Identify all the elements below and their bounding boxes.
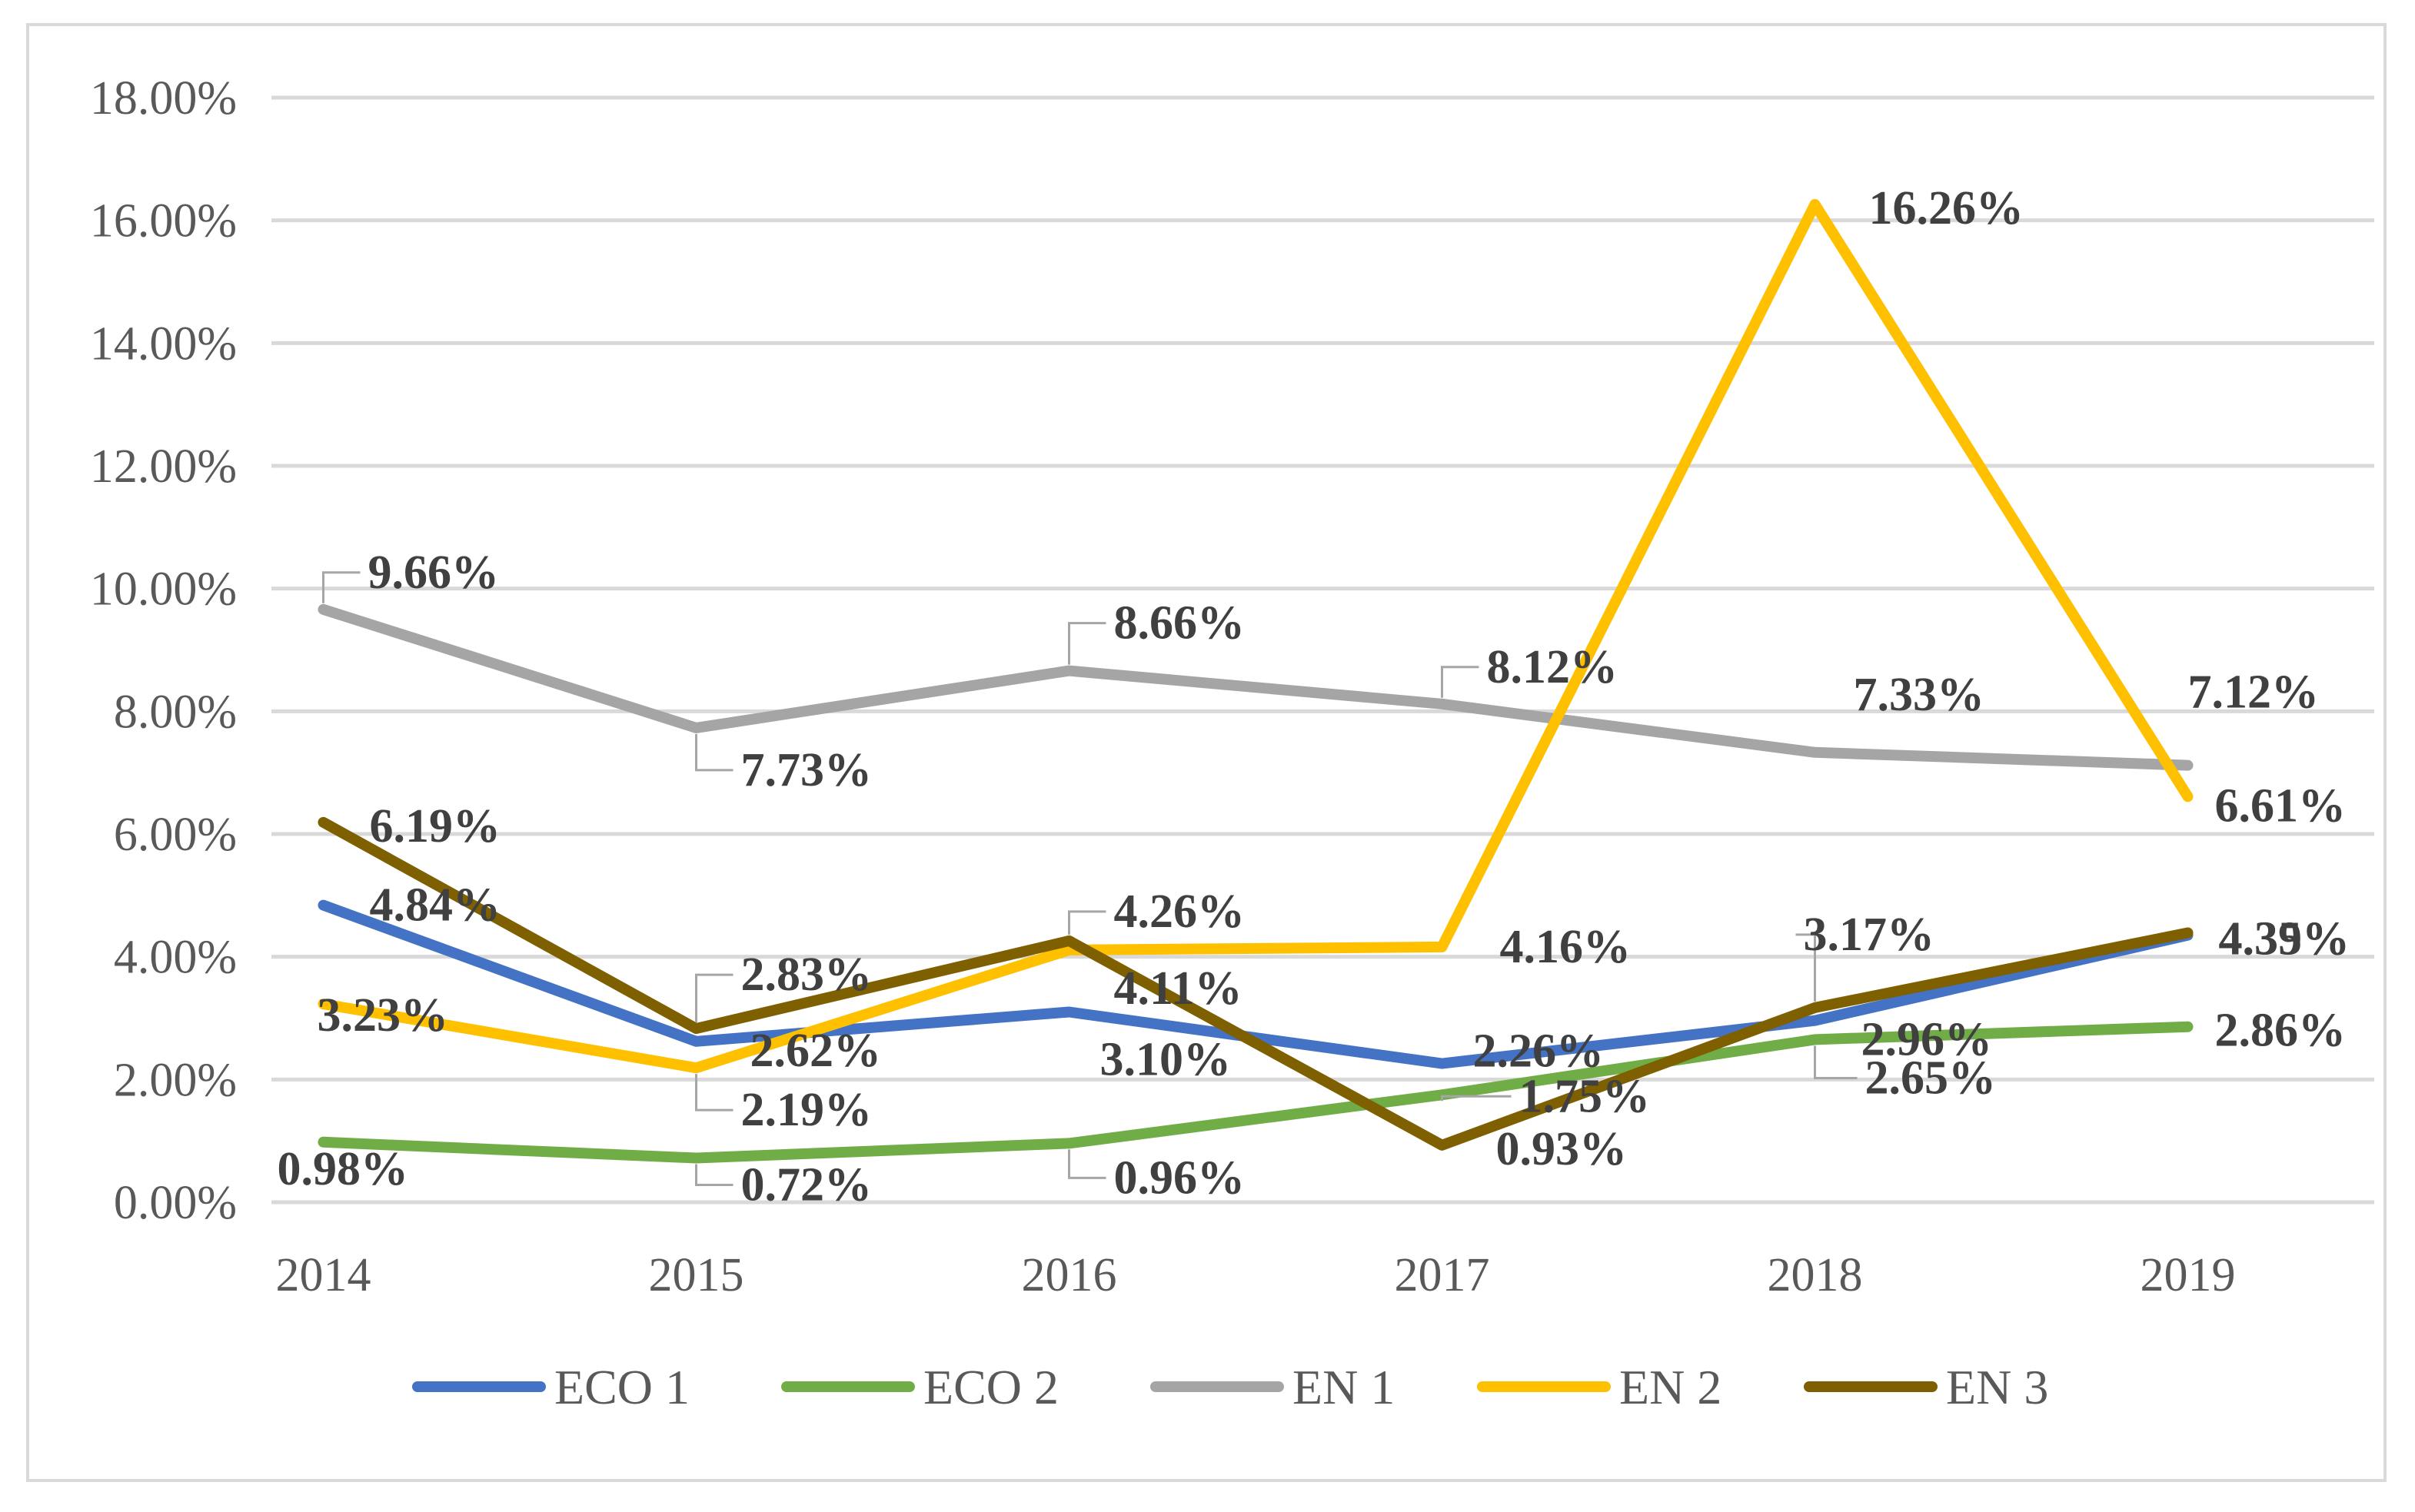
data-label: 2.19%	[741, 1084, 873, 1136]
y-tick-label: 12.00%	[90, 440, 237, 493]
data-label: 7.12%	[2188, 666, 2320, 719]
x-tick-label: 2015	[649, 1249, 744, 1301]
legend-label: ECO 1	[554, 1360, 690, 1414]
x-tick-label: 2016	[1022, 1249, 1117, 1301]
data-label: 0.93%	[1496, 1123, 1628, 1175]
data-label: 4.11%	[1114, 962, 1242, 1015]
data-label: 3.23%	[318, 989, 449, 1042]
data-label: 4.39%	[2219, 913, 2350, 965]
data-label: 1.75%	[1519, 1070, 1651, 1122]
label-leader-lines	[322, 571, 1858, 1187]
y-tick-label: 10.00%	[90, 563, 237, 616]
data-label: 2.96%	[1861, 1014, 1993, 1066]
series-line-eco-2	[318, 1021, 2194, 1164]
data-label: 9.66%	[368, 547, 500, 599]
data-label-leader	[695, 1074, 733, 1112]
x-tick-label: 2019	[2141, 1249, 2236, 1301]
data-label-leader	[1814, 1045, 1858, 1079]
data-label: 6.61%	[2215, 779, 2347, 832]
data-label: 2.26%	[1473, 1025, 1605, 1078]
series-lines	[318, 198, 2194, 1164]
data-label-leader	[1795, 933, 1816, 1002]
line-chart: 0.00% 2.00% 4.00% 6.00% 8.00% 10.00% 12.00% 14.…	[90, 72, 2374, 1414]
x-tick-label: 2018	[1768, 1249, 1863, 1301]
data-label-leader	[1068, 910, 1106, 935]
x-axis-ticks: 2014 2015 2016 2017 2018 2019	[276, 1249, 2236, 1301]
legend-label: ECO 2	[923, 1360, 1059, 1414]
data-label: 4.16%	[1500, 921, 1632, 973]
data-label-leader	[322, 571, 361, 603]
y-tick-label: 14.00%	[90, 317, 237, 370]
legend: ECO 1 ECO 2 EN 1 EN 2 EN 3	[412, 1360, 2048, 1414]
data-label: 2.86%	[2215, 1005, 2347, 1057]
data-label: 0.96%	[1114, 1151, 1246, 1204]
y-tick-label: 6.00%	[114, 809, 237, 861]
data-label: 4.26%	[1114, 886, 1246, 938]
data-label-leader	[1068, 622, 1106, 665]
y-tick-label: 18.00%	[90, 72, 237, 125]
data-label: 16.26%	[1869, 182, 2024, 234]
data-label-leader	[1068, 1149, 1106, 1179]
data-label: 3.10%	[1100, 1034, 1232, 1086]
data-label-leader	[1441, 666, 1479, 698]
data-label: 8.12%	[1487, 641, 1618, 693]
data-label: 4.35%	[2219, 913, 2350, 965]
y-tick-label: 0.00%	[114, 1177, 237, 1229]
series-line-en-2	[318, 198, 2194, 1074]
data-label-leader	[695, 973, 733, 1023]
x-tick-label: 2014	[276, 1249, 371, 1301]
data-label: 3.17%	[1804, 909, 1935, 961]
data-label: 0.72%	[741, 1159, 873, 1211]
data-label: 6.19%	[370, 800, 501, 852]
y-tick-label: 16.00%	[90, 195, 237, 248]
data-label: 7.73%	[741, 744, 873, 796]
legend-label: EN 3	[1946, 1360, 2048, 1414]
data-label: 4.84%	[370, 879, 501, 932]
data-label: 8.66%	[1114, 597, 1246, 650]
legend-label: EN 1	[1292, 1360, 1395, 1414]
data-label: 2.83%	[741, 949, 873, 1001]
chart-frame: 0.00% 2.00% 4.00% 6.00% 8.00% 10.00% 12.00% 14.…	[26, 23, 2387, 1482]
data-label: 7.33%	[1854, 669, 1985, 721]
y-tick-label: 2.00%	[114, 1054, 237, 1106]
y-axis-ticks: 0.00% 2.00% 4.00% 6.00% 8.00% 10.00% 12.00% 14.…	[90, 72, 237, 1229]
gridlines	[271, 95, 2374, 1205]
legend-label: EN 2	[1619, 1360, 1721, 1414]
data-label-leader	[695, 733, 733, 772]
y-tick-label: 8.00%	[114, 686, 237, 738]
x-tick-label: 2017	[1395, 1249, 1490, 1301]
data-labels: 4.84% 2.62% 3.10% 2.26% 2.96% 4.35% 0.98% 0.72%…	[278, 182, 2350, 1211]
data-label: 0.98%	[278, 1143, 409, 1195]
data-label: 2.62%	[750, 1025, 882, 1077]
y-tick-label: 4.00%	[114, 932, 237, 984]
data-label-leader	[1441, 1095, 1512, 1102]
series-line-en-3	[318, 816, 2194, 1151]
series-line-en-1	[318, 603, 2194, 771]
data-label-leader	[695, 1164, 733, 1187]
data-label: 2.65%	[1865, 1052, 1997, 1104]
